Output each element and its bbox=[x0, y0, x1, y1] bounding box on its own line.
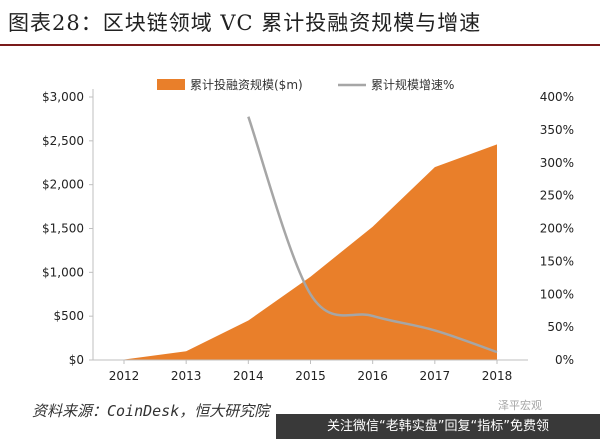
x-axis-tick-label: 2013 bbox=[171, 369, 202, 383]
watermark: 泽平宏观 bbox=[498, 399, 542, 412]
right-axis-tick-label: 250% bbox=[540, 189, 574, 203]
title-divider bbox=[0, 44, 600, 46]
left-axis-tick-label: $2,000 bbox=[42, 178, 84, 192]
right-axis-tick-label: 200% bbox=[540, 222, 574, 236]
promo-overlay-banner: 关注微信“老韩实盘”回复“指标”免费领 bbox=[276, 414, 600, 439]
left-axis-tick-label: $3,000 bbox=[42, 90, 84, 104]
right-axis-tick-label: 350% bbox=[540, 123, 574, 137]
left-axis-tick-label: $2,500 bbox=[42, 134, 84, 148]
legend-label-funding: 累计投融资规模($m) bbox=[190, 77, 303, 92]
x-axis-tick-label: 2018 bbox=[482, 369, 513, 383]
right-axis-tick-label: 0% bbox=[555, 353, 574, 367]
right-axis-tick-label: 400% bbox=[540, 90, 574, 104]
left-axis-tick-label: $1,500 bbox=[42, 222, 84, 236]
x-axis-tick-label: 2016 bbox=[357, 369, 388, 383]
area-series-cumulative-funding bbox=[124, 144, 497, 360]
x-axis-tick-label: 2015 bbox=[295, 369, 326, 383]
legend-swatch-funding bbox=[157, 79, 185, 90]
left-axis-tick-label: $1,000 bbox=[42, 265, 84, 279]
page-title: 图表28：区块链领域 VC 累计投融资规模与增速 bbox=[8, 11, 482, 35]
source-note: 资料来源：CoinDesk，恒大研究院 bbox=[32, 402, 270, 420]
right-axis-tick-label: 100% bbox=[540, 287, 574, 301]
left-axis-tick-label: $0 bbox=[69, 353, 84, 367]
x-axis-tick-label: 2012 bbox=[109, 369, 140, 383]
x-axis-tick-label: 2014 bbox=[233, 369, 264, 383]
x-axis-tick-label: 2017 bbox=[420, 369, 451, 383]
right-axis-tick-label: 50% bbox=[547, 320, 574, 334]
left-axis-tick-label: $500 bbox=[53, 309, 84, 323]
right-axis-tick-label: 150% bbox=[540, 254, 574, 268]
line-series-growth-rate bbox=[247, 116, 498, 354]
legend-label-growth: 累计规模增速% bbox=[371, 77, 454, 92]
right-axis-tick-label: 300% bbox=[540, 156, 574, 170]
growth-chart: $0 $500 $1,000 $1,500 $2,000 $2,500 $3,000 0% 50… bbox=[42, 77, 574, 383]
